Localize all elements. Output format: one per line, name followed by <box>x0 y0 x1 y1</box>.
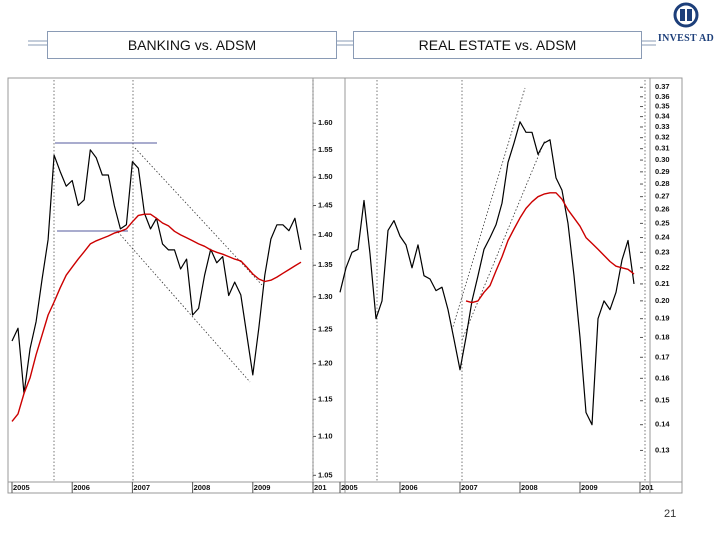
y-tick-label: 1.60 <box>318 118 333 127</box>
y-tick-label: 1.10 <box>318 431 333 440</box>
y-tick-label: 1.30 <box>318 292 333 301</box>
y-tick-label: 0.28 <box>655 179 670 188</box>
x-tick-label: 2005 <box>13 483 30 492</box>
y-tick-label: 0.30 <box>655 155 670 164</box>
x-tick-label: 2007 <box>461 483 478 492</box>
y-tick-label: 0.13 <box>655 445 670 454</box>
x-tick-label: 2006 <box>401 483 418 492</box>
y-tick-label: 0.37 <box>655 82 670 91</box>
y-tick-label: 0.31 <box>655 144 670 153</box>
y-tick-label: 0.21 <box>655 279 670 288</box>
y-tick-label: 0.29 <box>655 167 670 176</box>
series-line <box>11 213 302 422</box>
logo: INVEST AD <box>656 2 716 44</box>
chart-title: REAL ESTATE vs. ADSM <box>353 31 642 59</box>
frames <box>7 77 683 494</box>
y-tick-label: 0.14 <box>655 420 670 429</box>
y-tick-label: 0.27 <box>655 192 670 201</box>
logo-text: INVEST AD <box>657 33 715 44</box>
y-tick-label: 0.20 <box>655 296 670 305</box>
x-tick-label: 201 <box>314 483 327 492</box>
y-tick-label: 1.40 <box>318 230 333 239</box>
y-tick-label: 0.25 <box>655 218 670 227</box>
y-tick-label: 0.26 <box>655 205 670 214</box>
series-line <box>465 192 635 304</box>
y-tick-label: 1.55 <box>318 145 333 154</box>
x-tick-label: 201 <box>641 483 654 492</box>
chart-title: BANKING vs. ADSM <box>47 31 337 59</box>
y-tick-label: 0.17 <box>655 352 670 361</box>
y-tick-label: 0.36 <box>655 92 670 101</box>
period-dividers <box>53 80 646 482</box>
charts: 1.05 1.10 1.15 1.20 1.25 1.30 1.35 1.40 1.45 1.50… <box>7 77 683 494</box>
header-lines <box>28 40 656 46</box>
trend-lines <box>55 87 546 383</box>
y-tick-label: 0.19 <box>655 314 670 323</box>
x-tick-label: 2008 <box>521 483 538 492</box>
y-tick-label: 0.23 <box>655 247 670 256</box>
y-tick-label: 1.20 <box>318 359 333 368</box>
y-tick-label: 0.24 <box>655 233 670 242</box>
x-tick-label: 2009 <box>254 483 271 492</box>
y-tick-label: 0.35 <box>655 102 670 111</box>
y-tick-label: 1.25 <box>318 325 333 334</box>
y-tick-label: 1.45 <box>318 201 333 210</box>
x-tick-label: 2006 <box>73 483 90 492</box>
y-tick-label: 1.35 <box>318 260 333 269</box>
y-tick-label: 0.18 <box>655 332 670 341</box>
y-tick-label: 0.32 <box>655 133 670 142</box>
series-line <box>339 121 635 426</box>
y-tick-label: 0.15 <box>655 396 670 405</box>
x-tick-label: 2005 <box>341 483 358 492</box>
page-number: 21 <box>664 508 677 520</box>
y-tick-label: 0.33 <box>655 122 670 131</box>
logo-icon <box>673 2 699 28</box>
y-tick-label: 1.15 <box>318 394 333 403</box>
y-tick-label: 0.16 <box>655 373 670 382</box>
x-tick-label: 2009 <box>581 483 598 492</box>
x-tick-label: 2007 <box>133 483 150 492</box>
series-line <box>11 149 302 395</box>
y-tick-label: 0.22 <box>655 263 670 272</box>
y-tick-label: 1.05 <box>318 470 333 479</box>
y-tick-label: 1.50 <box>318 172 333 181</box>
x-tick-label: 2008 <box>194 483 211 492</box>
y-tick-label: 0.34 <box>655 112 670 121</box>
